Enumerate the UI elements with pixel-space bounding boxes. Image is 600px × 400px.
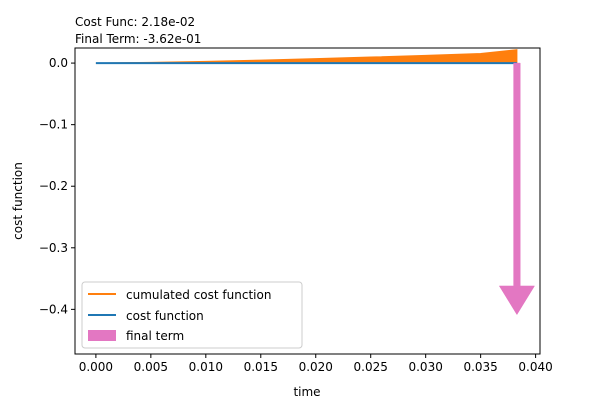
axes-frame	[74, 47, 541, 355]
series-cumulated-cost-area	[95, 49, 518, 64]
plot-area	[95, 49, 535, 316]
y-axis-ticks: 0.0 −0.1 −0.2 −0.3 −0.4	[39, 56, 75, 316]
y-tick-label: 0.0	[49, 56, 68, 70]
title-line-1: Cost Func: 2.18e-02	[75, 15, 195, 29]
x-tick-label: 0.035	[463, 360, 497, 374]
legend-label-final: final term	[126, 329, 184, 343]
x-axis-label: time	[293, 385, 320, 399]
y-axis-label: cost function	[11, 162, 25, 240]
legend: cumulated cost function cost function fi…	[81, 281, 303, 349]
title-line-2: Final Term: -3.62e-01	[75, 32, 201, 46]
series-final-term-arrow	[498, 62, 535, 316]
legend-box	[81, 281, 303, 349]
x-tick-label: 0.030	[408, 360, 442, 374]
x-tick-label: 0.005	[134, 360, 168, 374]
x-tick-label: 0.010	[189, 360, 223, 374]
legend-swatch-final	[88, 330, 116, 341]
legend-label-cost: cost function	[126, 309, 204, 323]
y-tick-label: −0.1	[39, 118, 68, 132]
x-tick-label: 0.040	[518, 360, 552, 374]
x-axis-ticks: 0.000 0.005 0.010 0.015 0.020 0.025 0.030 0.035…	[79, 354, 553, 374]
y-tick-label: −0.3	[39, 241, 68, 255]
x-tick-label: 0.000	[79, 360, 113, 374]
x-tick-label: 0.015	[244, 360, 278, 374]
legend-label-cumulated: cumulated cost function	[126, 288, 271, 302]
x-tick-label: 0.025	[354, 360, 388, 374]
chart-title: Cost Func: 2.18e-02 Final Term: -3.62e-0…	[75, 15, 201, 46]
y-tick-label: −0.4	[39, 302, 68, 316]
x-tick-label: 0.020	[299, 360, 333, 374]
y-tick-label: −0.2	[39, 179, 68, 193]
